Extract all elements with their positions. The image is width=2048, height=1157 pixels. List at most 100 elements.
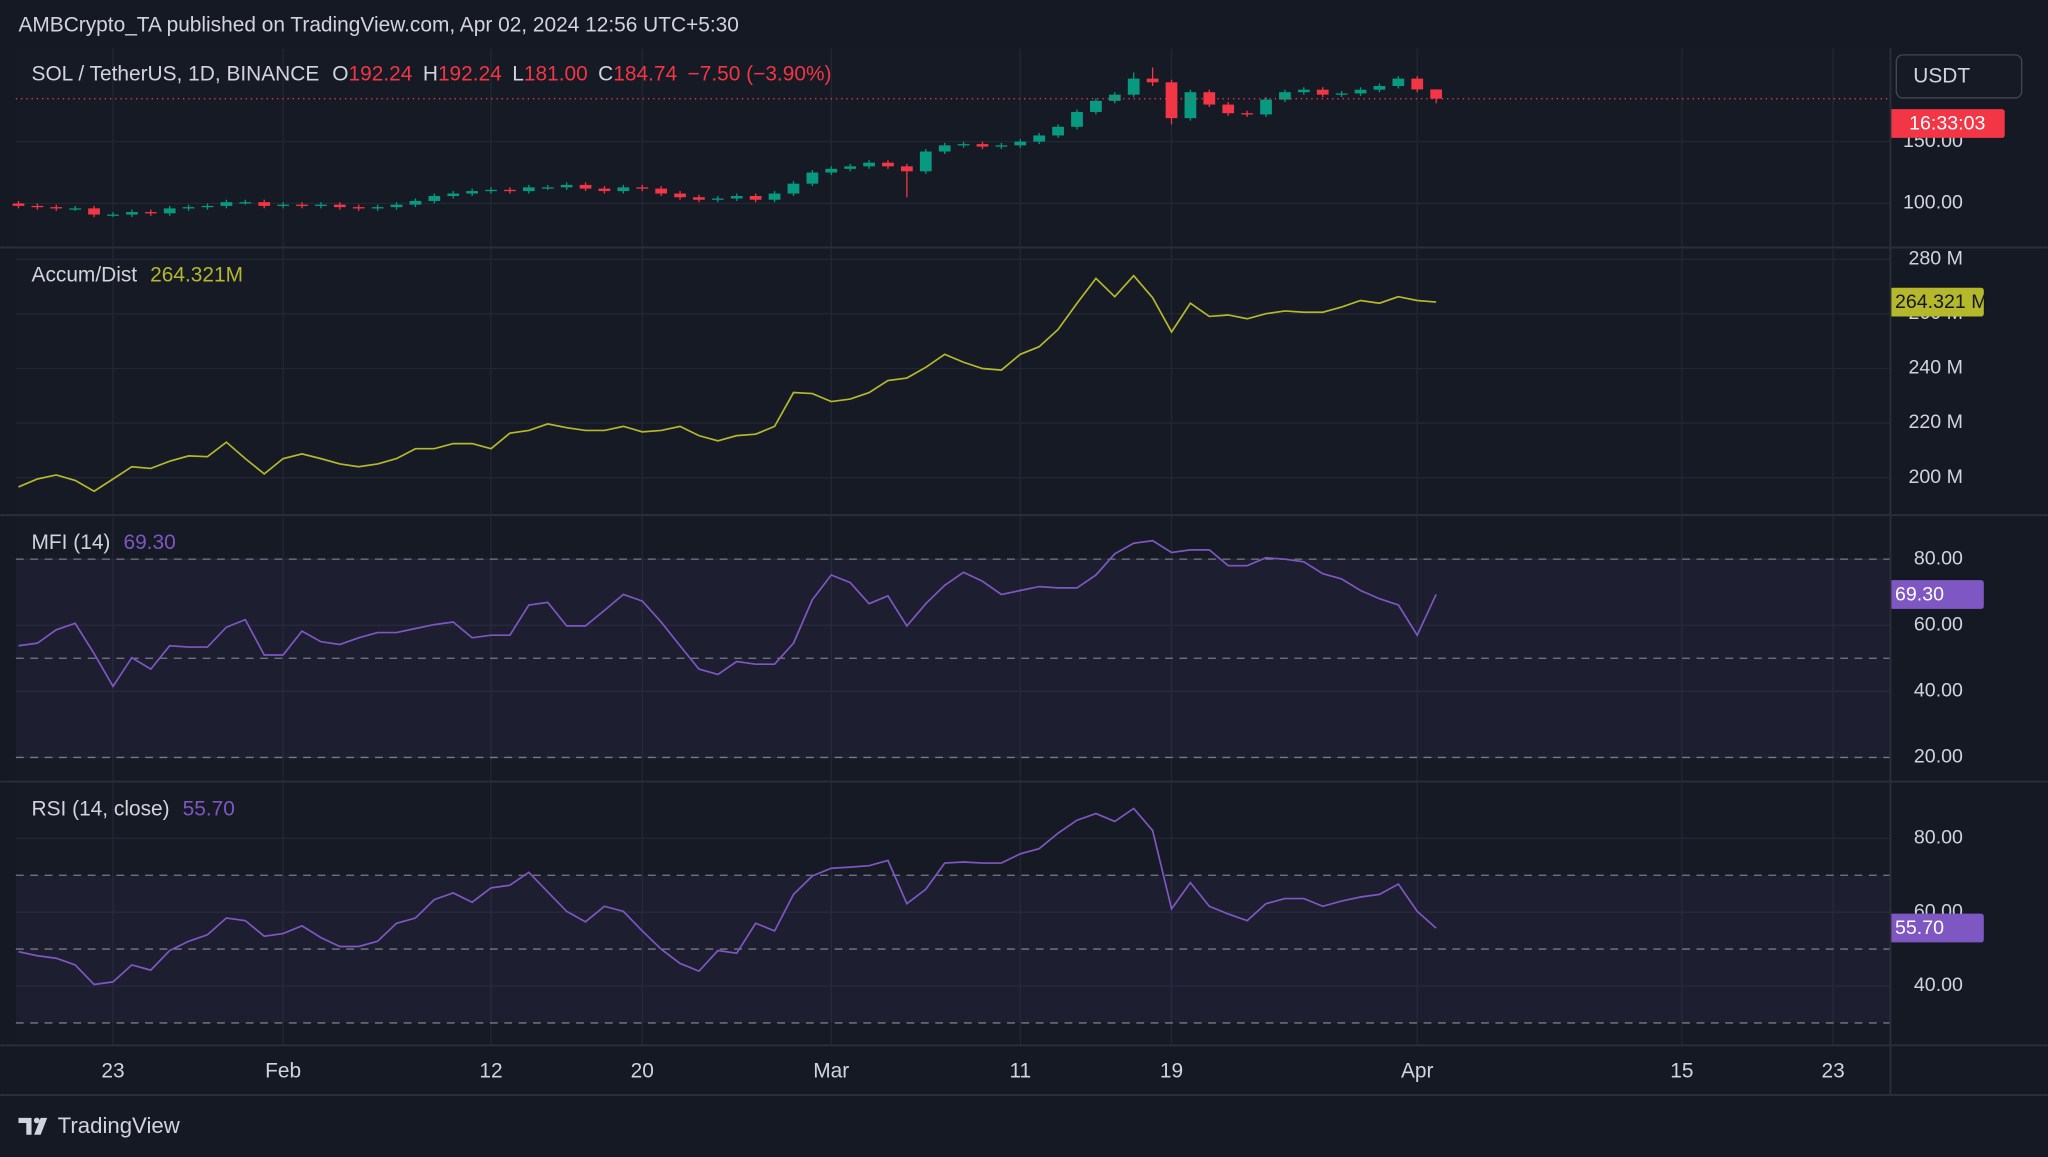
candle-body — [371, 207, 384, 209]
candle-body — [1108, 94, 1121, 101]
candle-body — [220, 202, 233, 206]
candle-body — [1411, 78, 1424, 90]
currency-button[interactable]: USDT — [1895, 54, 2023, 99]
candle-body — [655, 188, 668, 194]
y-tick-label: 220 M — [1908, 411, 1962, 433]
candle-body — [541, 187, 554, 189]
publisher-line: AMBCrypto_TA published on TradingView.co… — [18, 14, 738, 37]
candle-body — [182, 207, 195, 209]
candle-body — [485, 189, 497, 192]
value-badge — [1889, 580, 1984, 609]
candle-body — [919, 151, 932, 172]
tradingview-logo — [18, 1117, 48, 1135]
candle-body — [1335, 93, 1348, 95]
legend-title: RSI (14, close) — [32, 797, 170, 820]
candle-body — [1241, 113, 1253, 115]
x-tick-label: 23 — [101, 1060, 124, 1083]
candle-body — [1146, 78, 1159, 83]
candle-body — [296, 204, 308, 206]
candle-body — [69, 208, 82, 210]
legend-key: H — [423, 62, 438, 85]
candle-body — [50, 207, 63, 209]
candle-body — [1071, 111, 1083, 127]
candle-body — [1184, 92, 1197, 119]
x-tick-label: 15 — [1670, 1060, 1693, 1083]
x-tick-label: Feb — [265, 1060, 301, 1083]
currency-label[interactable]: USDT — [1913, 65, 1970, 88]
x-tick-label: Apr — [1401, 1060, 1434, 1083]
candle-body — [674, 193, 686, 198]
candle-body — [1127, 78, 1140, 95]
legend-value: 184.74 — [613, 62, 677, 85]
x-tick-label: 19 — [1160, 1060, 1183, 1083]
legend-symbol: SOL / TetherUS, 1D, BINANCE — [32, 62, 320, 85]
legend: Accum/Dist 264.321M — [32, 263, 243, 286]
y-tick-label: 40.00 — [1914, 680, 1963, 702]
candle-body — [1090, 100, 1102, 112]
legend: SOL / TetherUS, 1D, BINANCE O192.24 H192.2… — [32, 62, 832, 85]
candle-body — [88, 208, 100, 215]
candle-body — [31, 205, 44, 208]
legend-title: MFI (14) — [32, 531, 111, 554]
legend: MFI (14) 69.30 — [32, 531, 176, 554]
candle-body — [938, 145, 951, 152]
y-tick-label: 240 M — [1908, 357, 1962, 379]
legend-key: C — [598, 62, 613, 85]
candle-body — [201, 205, 214, 208]
candle-body — [1033, 135, 1046, 142]
candle-body — [730, 196, 743, 199]
candle-body — [466, 191, 479, 194]
value-badge-label: 264.321 M — [1895, 291, 1988, 313]
legend-value: 55.70 — [183, 797, 235, 820]
legend-value: 264.321M — [150, 263, 243, 286]
candle-body — [1430, 89, 1443, 99]
candle-body — [1165, 82, 1178, 119]
y-tick-label: 100.00 — [1903, 192, 1963, 214]
indicator-line — [18, 539, 1437, 688]
candle-body — [390, 204, 403, 208]
candle-body — [598, 188, 611, 192]
y-tick-label: 280 M — [1908, 247, 1962, 269]
legend-key: O — [332, 62, 348, 85]
candle-body — [239, 202, 252, 204]
candle-body — [107, 214, 119, 216]
candle-body — [522, 187, 535, 192]
candle-body — [749, 196, 762, 200]
value-badge-label: 55.70 — [1895, 917, 1944, 939]
legend-key: L — [512, 62, 524, 85]
candle-body — [806, 172, 819, 184]
candle-body — [1260, 99, 1272, 115]
candle-body — [163, 208, 176, 214]
legend-value: 181.00 — [524, 62, 588, 85]
candle-body — [1203, 92, 1216, 105]
candle-body — [1297, 89, 1310, 93]
candle-body — [1354, 89, 1367, 94]
candle-body — [787, 183, 800, 194]
legend-value: 69.30 — [123, 531, 175, 554]
y-tick-label: 20.00 — [1914, 746, 1963, 768]
x-tick-label: 23 — [1821, 1060, 1844, 1083]
candle-body — [333, 204, 346, 208]
candle-body — [352, 207, 365, 209]
candle-body — [636, 187, 649, 189]
x-tick-label: 11 — [1009, 1060, 1031, 1083]
indicator-line — [18, 807, 1437, 986]
candle-body — [560, 184, 573, 188]
candle-body — [957, 144, 970, 146]
y-tick-label: 40.00 — [1914, 974, 1963, 996]
countdown-label: 16:33:03 — [1909, 112, 1985, 134]
candle-body — [579, 184, 592, 189]
candle-body — [1279, 92, 1291, 100]
candle-body — [277, 204, 289, 206]
candle-body — [1316, 89, 1329, 95]
plot-area — [15, 48, 1890, 1045]
value-badge-label: 69.30 — [1895, 583, 1944, 605]
candle-body — [901, 166, 913, 172]
countdown-badge — [1889, 109, 2005, 138]
candle-body — [844, 166, 857, 169]
candle-body — [617, 187, 630, 192]
x-tick-label: 12 — [479, 1060, 502, 1083]
candle-body — [126, 212, 138, 215]
candle-body — [711, 198, 724, 200]
